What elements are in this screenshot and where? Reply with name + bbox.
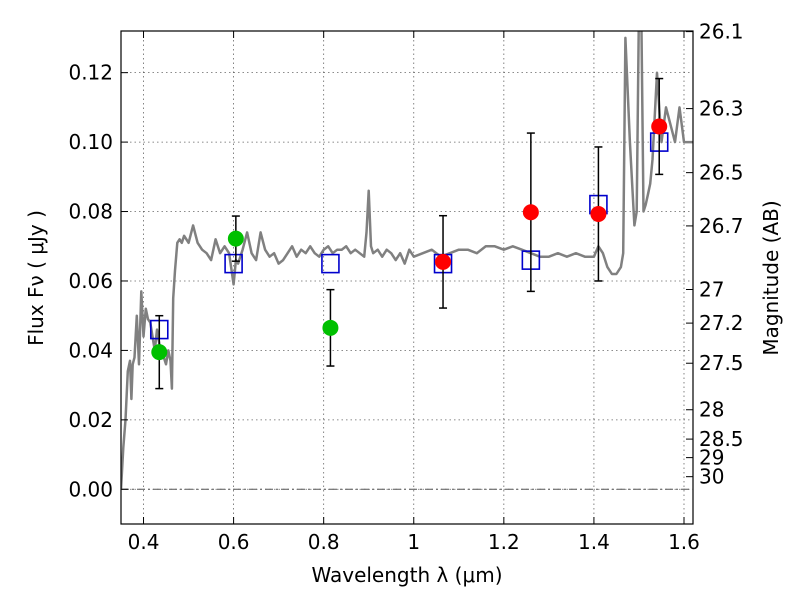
x-tick-label: 1.2 <box>488 530 520 554</box>
mag-tick-label: 26.5 <box>699 161 744 185</box>
x-tick-label: 0.4 <box>128 530 160 554</box>
mag-tick-label: 29 <box>699 446 724 470</box>
mag-tick-label: 26.3 <box>699 97 744 121</box>
y-tick-label: 0.04 <box>68 338 113 362</box>
mag-tick-label: 28 <box>699 398 724 422</box>
model-square-marker <box>224 253 243 274</box>
plot-frame <box>120 30 694 525</box>
grid <box>121 31 693 524</box>
x-tick-label: 1.6 <box>668 530 700 554</box>
x-axis-title: Wavelength λ (μm) <box>311 563 502 587</box>
observed-point <box>322 319 339 336</box>
observed-point <box>227 230 244 247</box>
observed-point <box>590 205 607 222</box>
y-tick-label: 0.00 <box>68 477 113 501</box>
observed-point <box>435 253 452 270</box>
observed-point <box>522 204 539 221</box>
y-tick-label: 0.12 <box>68 61 113 85</box>
model-square-marker <box>321 253 340 274</box>
y-tick-label: 0.02 <box>68 408 113 432</box>
mag-tick-label: 27.2 <box>699 311 744 335</box>
y-tick-label: 0.10 <box>68 130 113 154</box>
x-tick-label: 0.6 <box>218 530 250 554</box>
x-tick-label: 0.8 <box>308 530 340 554</box>
spectrum-line <box>121 31 693 490</box>
x-tick-label: 1 <box>407 530 420 554</box>
y-axis-title: Flux Fν ( μJy ) <box>24 210 48 346</box>
observed-point <box>651 118 668 135</box>
series-layer <box>121 31 693 490</box>
mag-tick-label: 26.1 <box>699 20 744 44</box>
mag-tick-label: 26.7 <box>699 214 744 238</box>
mag-tick-label: 28.5 <box>699 427 744 451</box>
mag-tick-label: 27.5 <box>699 351 744 375</box>
ticks: 0.4 0.6 0.8 1 1.2 1.4 1.6 0.00 0.02 0.04 0.06 0.08 0… <box>68 20 743 554</box>
mag-tick-label: 27 <box>699 277 724 301</box>
y2-axis-title: Magnitude (AB) <box>759 200 783 355</box>
observed-point <box>151 344 168 361</box>
y-tick-label: 0.08 <box>68 200 113 224</box>
mag-tick-label: 30 <box>699 465 724 489</box>
x-tick-label: 1.4 <box>578 530 610 554</box>
y-tick-label: 0.06 <box>68 269 113 293</box>
